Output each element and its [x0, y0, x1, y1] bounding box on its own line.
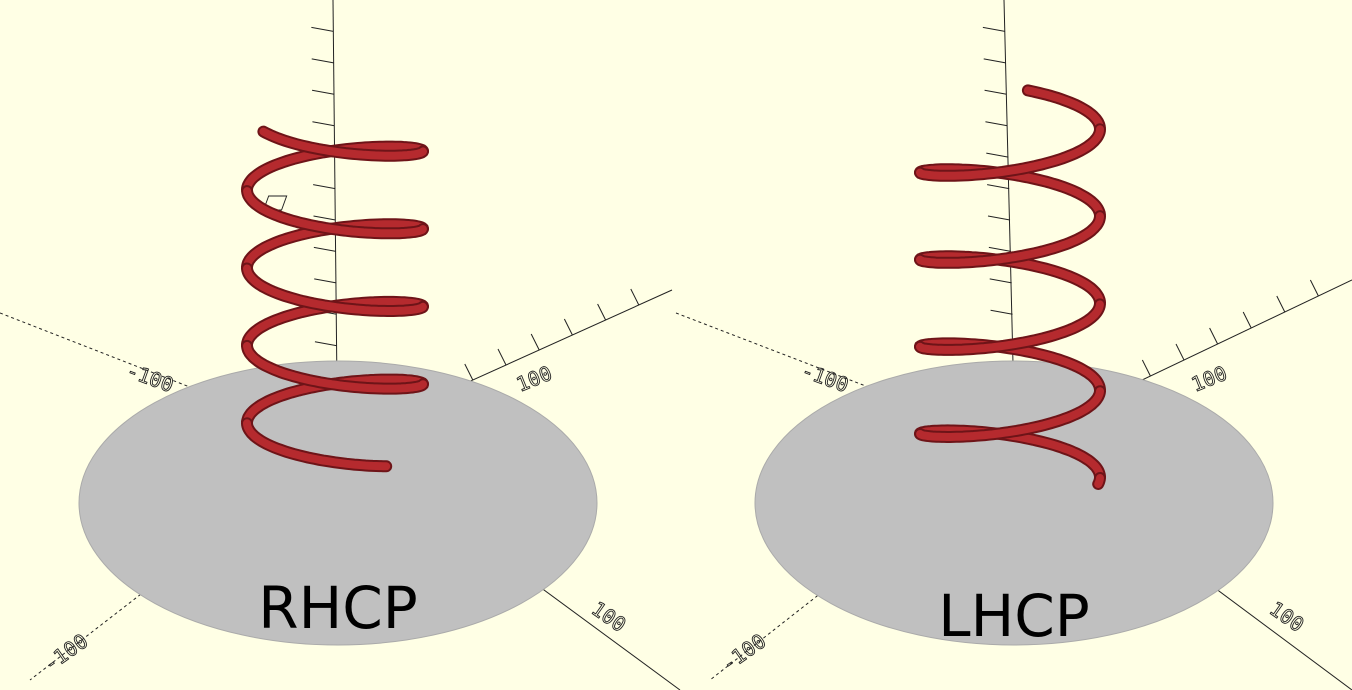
helix-segment — [916, 212, 1104, 267]
rhcp-axis-number-right: 100 — [513, 361, 555, 397]
helix-segment — [243, 419, 391, 471]
axis-tick — [313, 184, 336, 190]
axis-tick — [986, 152, 1009, 158]
axis-tick — [988, 246, 1011, 252]
helix-segment — [916, 125, 1104, 180]
rhcp-scene: -100 100 -100 100 RHCP — [0, 0, 681, 690]
axis-tick — [530, 333, 540, 351]
axis-tick — [314, 278, 337, 284]
lhcp-ground-disk — [754, 360, 1274, 646]
axis-tick — [1141, 359, 1151, 377]
axis-tick — [1309, 279, 1319, 297]
axis-tick — [314, 341, 338, 347]
axis-tick — [989, 278, 1012, 284]
axis-tick — [312, 121, 335, 127]
axis-tick — [1209, 327, 1219, 345]
axis-tick — [630, 288, 640, 306]
helix-segment — [243, 187, 427, 238]
helix-segment — [1023, 86, 1104, 132]
lhcp-scene: -100 100 -100 100 LHCP — [675, 0, 1352, 690]
helix-segment — [243, 264, 427, 315]
lhcp-axis-number-bottom: -100 — [717, 629, 770, 676]
axis-tick — [313, 215, 336, 221]
axis-tick — [464, 363, 474, 381]
rhcp-label: RHCP — [258, 574, 417, 642]
helix-segment — [259, 127, 427, 160]
rhcp-helix — [241, 125, 429, 473]
axis-tick — [311, 89, 335, 95]
axis-tick — [1242, 311, 1252, 329]
helix-segment — [1094, 474, 1104, 488]
axis-tick — [985, 121, 1008, 127]
axis-tick — [982, 26, 1005, 32]
axis-tick — [311, 58, 334, 64]
rhcp-ground-disk — [78, 360, 598, 646]
axis-tick — [313, 246, 336, 252]
axis-tick — [1276, 295, 1286, 313]
lhcp-axis-number-left: -100 — [798, 358, 851, 397]
axis-tick — [563, 318, 573, 336]
axis-tick — [990, 309, 1013, 315]
axis-tick — [987, 215, 1011, 221]
rhcp-axis-number-bottom: -100 — [39, 629, 92, 676]
lhcp-label: LHCP — [938, 582, 1089, 650]
lhcp-axis-number-right: 100 — [1188, 361, 1230, 397]
lhcp-helix — [914, 84, 1106, 490]
axis-tick — [983, 58, 1006, 64]
rhcp-axis-number-front: 100 — [587, 596, 630, 636]
axis-tick — [984, 89, 1007, 95]
helix-segment — [243, 341, 427, 393]
axis-tick — [987, 184, 1010, 190]
axis-tick — [311, 26, 334, 32]
helix-segment — [916, 300, 1104, 354]
axis-tick — [497, 348, 507, 366]
axis-tick — [597, 303, 607, 321]
helix-segment — [916, 387, 1104, 441]
axis-tick — [1175, 343, 1185, 361]
rhcp-axis-number-left: -100 — [123, 358, 176, 397]
